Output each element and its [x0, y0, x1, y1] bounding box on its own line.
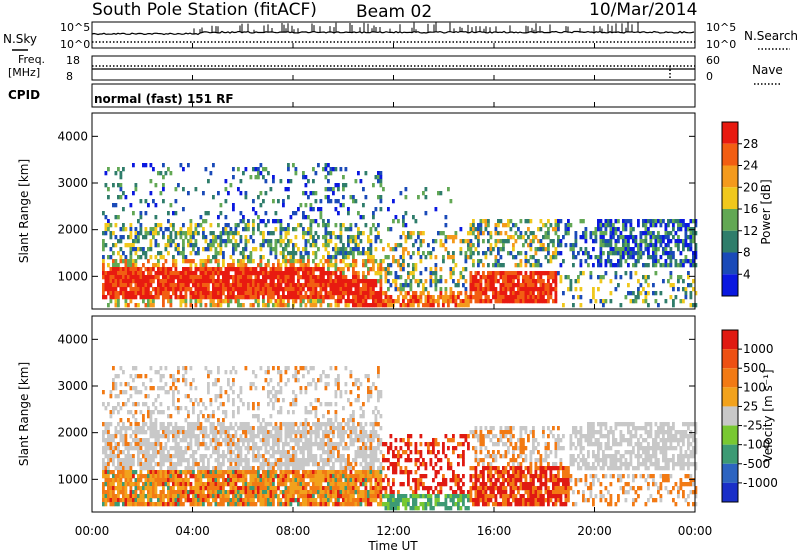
colorbar-swatch-0 [722, 122, 738, 144]
cpid-value: normal (fast) 151 RF [94, 92, 234, 106]
ytick-label-3: 4000 [57, 332, 88, 346]
nsky-tick-low: 10^0 [60, 38, 90, 51]
xtick-label-2: 08:00 [276, 524, 311, 538]
x-axis-label: Time UT [367, 539, 418, 553]
nave-tick-high: 60 [706, 54, 720, 67]
velocity-ylabel: Slant Range [km] [17, 362, 31, 466]
freq-unit-label: [MHz] [8, 66, 40, 79]
nsearch-label: N.Search [744, 29, 798, 43]
colorbar-tick-2: 12 [743, 224, 758, 238]
power-panel: 1000 2000 3000 4000 Slant Range [km] [17, 113, 697, 309]
colorbar-swatch-7 [722, 464, 738, 483]
ytick-label-2: 3000 [57, 379, 88, 393]
power-heatmap [102, 163, 697, 307]
beam-title: Beam 02 [356, 2, 432, 22]
colorbar-swatch-3 [722, 187, 738, 209]
freq-strip: Freq. [MHz] 18 8 60 0 Nave [8, 53, 783, 84]
colorbar-tick-3: 25 [743, 399, 758, 413]
nsearch-tick-low: 10^0 [706, 38, 736, 51]
nsky-series [92, 32, 694, 35]
colorbar-swatch-2 [722, 368, 738, 387]
colorbar-swatch-6 [722, 253, 738, 275]
ytick-label-0: 1000 [57, 269, 88, 283]
power-ylabel: Slant Range [km] [17, 159, 31, 263]
colorbar-tick-5: 24 [743, 159, 758, 173]
xtick-label-6: 00:00 [678, 524, 713, 538]
colorbar-swatch-1 [722, 349, 738, 368]
xtick-label-4: 16:00 [477, 524, 512, 538]
nave-tick-low: 0 [706, 70, 713, 83]
nsky-tick-high: 10^5 [60, 21, 90, 34]
colorbar-swatch-8 [722, 483, 738, 502]
colorbar-swatch-5 [722, 426, 738, 445]
cpid-label: CPID [8, 88, 40, 102]
colorbar-swatch-2 [722, 166, 738, 188]
ytick-label-3: 4000 [57, 129, 88, 143]
colorbar-swatch-3 [722, 387, 738, 406]
ytick-label-1: 2000 [57, 223, 88, 237]
colorbar-tick-6: 28 [743, 137, 758, 151]
colorbar-tick-7: -1000 [743, 476, 778, 490]
colorbar-swatch-1 [722, 144, 738, 166]
power-colorbar-label: Power [dB] [759, 179, 773, 244]
nsearch-tick-high: 10^5 [706, 21, 736, 34]
nave-label: Nave [752, 63, 783, 77]
power-colorbar: 4 8 12 16 20 24 28 [722, 122, 758, 296]
station-title: South Pole Station (fitACF) [92, 0, 317, 20]
xtick-label-0: 00:00 [75, 524, 110, 538]
colorbar-tick-0: 1000 [743, 342, 774, 356]
xtick-label-5: 20:00 [577, 524, 612, 538]
colorbar-swatch-0 [722, 330, 738, 349]
date-title: 10/Mar/2014 [589, 0, 697, 20]
colorbar-swatch-6 [722, 445, 738, 464]
velocity-panel: 1000 2000 3000 4000 Slant Range [km] [17, 316, 697, 512]
xtick-label-1: 04:00 [175, 524, 210, 538]
colorbar-swatch-4 [722, 209, 738, 231]
colorbar-tick-4: 20 [743, 180, 758, 194]
nsky-label: N.Sky [3, 32, 37, 46]
colorbar-swatch-4 [722, 406, 738, 425]
ytick-label-2: 3000 [57, 176, 88, 190]
colorbar-tick-4: -25 [743, 419, 763, 433]
freq-label: Freq. [18, 53, 45, 66]
freq-tick-low: 8 [66, 70, 73, 83]
xtick-label-3: 12:00 [376, 524, 411, 538]
ytick-label-1: 2000 [57, 426, 88, 440]
colorbar-tick-1: 8 [743, 246, 751, 260]
ytick-label-0: 1000 [57, 472, 88, 486]
noise-strip: N.Sky 10^5 10^0 10^5 10^0 N.Search [3, 21, 798, 51]
colorbar-swatch-7 [722, 274, 738, 296]
colorbar-tick-0: 4 [743, 267, 751, 281]
velocity-colorbar-label: Velocity [m s⁻¹] [761, 369, 775, 462]
colorbar-tick-3: 16 [743, 202, 758, 216]
freq-tick-high: 18 [66, 54, 80, 67]
colorbar-swatch-5 [722, 231, 738, 253]
velocity-heatmap [102, 366, 697, 510]
